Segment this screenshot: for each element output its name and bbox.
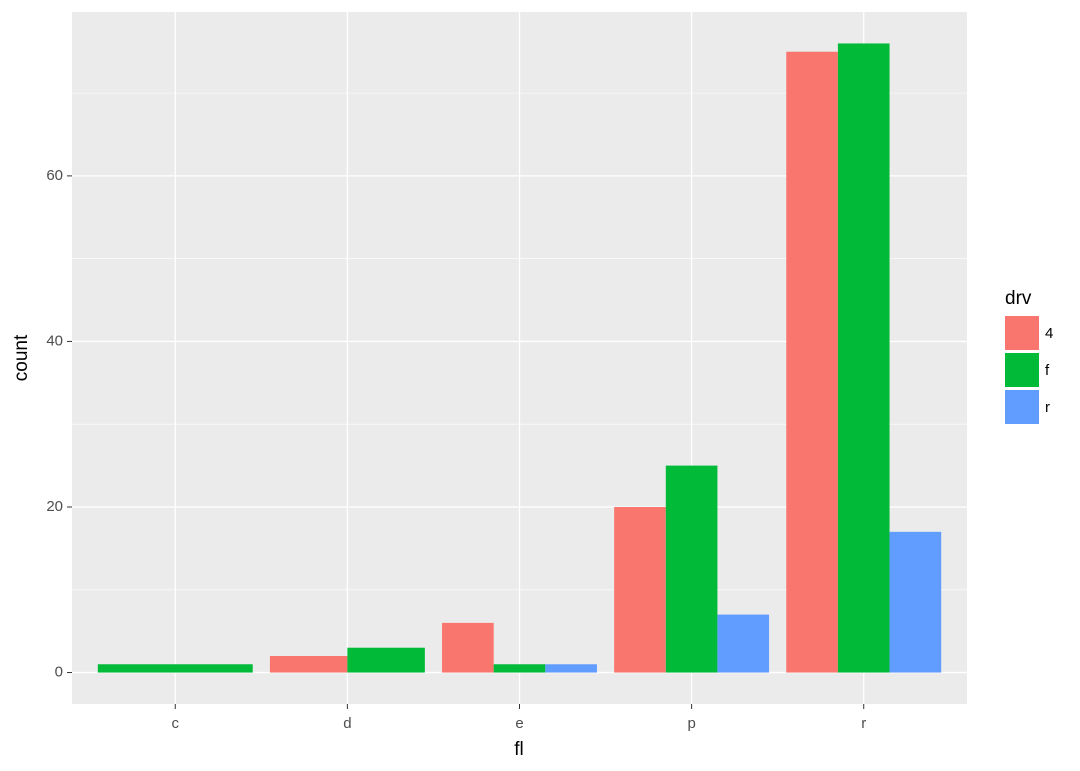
bar (97, 664, 253, 673)
x-axis-title: fl (514, 739, 524, 760)
legend-key (1005, 316, 1039, 350)
legend-label: 4 (1045, 325, 1053, 342)
legend-label: r (1045, 399, 1050, 416)
bar (837, 43, 890, 673)
legend-title: drv (1005, 288, 1032, 309)
bar (269, 655, 348, 673)
bar (889, 531, 942, 673)
x-tick-label: p (687, 715, 695, 732)
bar (614, 506, 666, 673)
y-tick-label: 60 (46, 167, 63, 184)
y-tick-label: 0 (55, 664, 63, 681)
bar (347, 647, 425, 673)
bar (493, 664, 546, 673)
y-axis-title: count (11, 334, 32, 381)
bar (442, 622, 494, 673)
y-tick-label: 40 (46, 332, 63, 349)
x-tick-label: r (861, 715, 866, 732)
bar (717, 614, 770, 673)
x-tick-label: e (515, 715, 523, 732)
legend-label: f (1045, 362, 1050, 379)
legend-key (1005, 390, 1039, 424)
y-tick-label: 20 (46, 498, 63, 515)
bar (545, 664, 597, 673)
bar (665, 465, 718, 673)
x-tick-label: d (343, 715, 351, 732)
x-tick-label: c (172, 715, 180, 732)
legend-key (1005, 353, 1039, 387)
bar (786, 51, 838, 673)
